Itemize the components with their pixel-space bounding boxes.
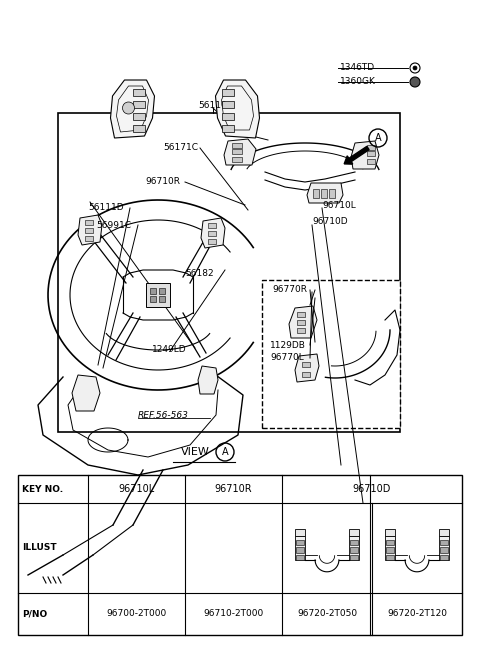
Bar [386,540,394,545]
Bar [297,320,305,325]
Bar [295,529,305,536]
Bar [367,151,375,156]
Bar [295,536,305,560]
Bar [208,231,216,236]
Bar [18,475,462,635]
Polygon shape [307,183,343,203]
Circle shape [413,66,417,70]
Bar [296,548,304,552]
Bar [384,536,395,560]
Bar [132,101,144,108]
Polygon shape [72,375,100,411]
Text: 96710R: 96710R [215,484,252,494]
Polygon shape [198,366,218,394]
Text: REF.56-563: REF.56-563 [138,411,189,419]
Polygon shape [289,306,317,338]
Text: 1249LD: 1249LD [152,346,187,354]
Bar [159,288,165,294]
Bar [221,125,233,132]
Text: 96710D: 96710D [353,484,391,494]
Bar [85,236,93,241]
Bar [221,101,233,108]
Bar [350,540,358,545]
Text: ILLUST: ILLUST [22,544,57,552]
Text: 1129DB: 1129DB [270,340,306,350]
Text: KEY NO.: KEY NO. [22,485,63,493]
Bar [146,283,170,307]
Bar [384,529,395,536]
Polygon shape [78,215,102,245]
Polygon shape [110,80,155,138]
Text: A: A [375,133,381,143]
Bar [232,149,242,154]
Bar [367,159,375,164]
Polygon shape [224,139,256,165]
Bar [132,125,144,132]
Bar [132,89,144,96]
Text: 56111D: 56111D [88,203,124,213]
Text: 96710L: 96710L [322,201,356,209]
Text: P/NO: P/NO [22,609,47,619]
Bar [150,296,156,302]
Bar [349,536,360,560]
Polygon shape [351,141,379,169]
Text: 56182: 56182 [185,268,214,277]
Bar [302,362,310,367]
Bar [262,280,400,428]
Circle shape [122,102,134,114]
Text: A: A [222,447,228,457]
Bar [329,189,335,198]
Text: VIEW: VIEW [180,447,209,457]
Polygon shape [295,354,319,382]
FancyArrow shape [344,146,369,164]
Text: 96710L: 96710L [119,484,155,494]
Text: 96770L: 96770L [270,354,304,363]
Bar [159,296,165,302]
Bar [85,228,93,233]
Text: 1346TD: 1346TD [340,64,375,73]
Bar [439,529,449,536]
Text: 96710R: 96710R [145,178,180,186]
Bar [208,223,216,228]
Bar [386,555,394,560]
Bar [440,548,448,552]
Bar [232,143,242,148]
Bar [321,189,327,198]
Bar [439,536,449,560]
Bar [350,555,358,560]
Text: 96710-2T000: 96710-2T000 [204,609,264,619]
Text: 56171C: 56171C [163,144,198,152]
Bar [296,540,304,545]
Bar [349,529,360,536]
Text: 96770R: 96770R [272,285,307,295]
Bar [150,288,156,294]
Bar [221,89,233,96]
Text: 96720-2T120: 96720-2T120 [387,609,447,619]
Bar [440,540,448,545]
Circle shape [410,77,420,87]
Bar [350,548,358,552]
Bar [313,189,319,198]
Bar [297,328,305,333]
Bar [297,312,305,317]
Bar [85,220,93,225]
Text: 56991C: 56991C [96,220,131,230]
Text: 56110: 56110 [199,100,228,110]
Bar [367,145,375,150]
Bar [302,372,310,377]
Bar [221,113,233,120]
Polygon shape [201,218,225,248]
Bar [440,555,448,560]
Bar [132,113,144,120]
Bar [58,113,400,432]
Text: 96700-2T000: 96700-2T000 [107,609,167,619]
Bar [296,555,304,560]
Bar [232,157,242,162]
Text: 1360GK: 1360GK [340,77,376,87]
Text: 96710D: 96710D [312,218,348,226]
Bar [208,239,216,244]
Bar [386,548,394,552]
Polygon shape [216,80,260,138]
Text: 96720-2T050: 96720-2T050 [297,609,357,619]
